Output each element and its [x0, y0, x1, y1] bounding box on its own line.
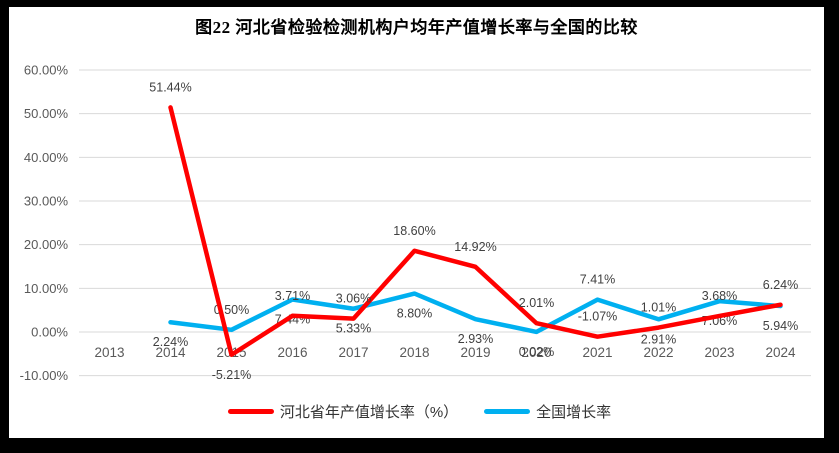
national-series-line-swatch — [484, 409, 531, 414]
hebei-series-label: 河北省年产值增长率（%） — [279, 404, 459, 421]
data-label: 7.41% — [580, 273, 615, 287]
y-axis-tick-label: 20.00% — [24, 237, 69, 252]
y-axis-tick-label: 30.00% — [24, 193, 69, 208]
x-axis-tick-label: 2024 — [765, 345, 796, 360]
x-axis-tick-label: 2021 — [582, 345, 612, 360]
data-label: -1.07% — [578, 310, 618, 324]
y-axis-tick-label: 60.00% — [24, 62, 69, 77]
x-axis-tick-label: 2023 — [704, 345, 734, 360]
data-label: 2.24% — [153, 335, 188, 349]
data-label: 3.71% — [275, 289, 310, 303]
x-axis-tick-label: 2018 — [399, 345, 429, 360]
series-line-hebei — [168, 105, 783, 358]
chart-title: 图22 河北省检验检测机构户均年产值增长率与全国的比较 — [195, 18, 638, 37]
data-label: 2.91% — [641, 332, 676, 346]
y-axis-tick-label: -10.00% — [20, 368, 69, 383]
x-axis-tick-label: 2022 — [643, 345, 673, 360]
x-axis-tick-label: 2017 — [338, 345, 368, 360]
data-label: 0.02% — [519, 345, 554, 359]
hebei-series-line-swatch — [227, 409, 274, 414]
y-axis-tick-label: 10.00% — [24, 281, 69, 296]
x-axis-tick-label: 2013 — [94, 345, 124, 360]
legend-item-hebei: 河北省年产值增长率（%） — [227, 401, 459, 422]
x-axis-tick-label: 2014 — [155, 345, 186, 360]
national-series-label: 全国增长率 — [536, 404, 612, 421]
y-axis-tick-label: 40.00% — [24, 150, 69, 165]
legend-item-national: 全国增长率 — [484, 401, 611, 422]
y-axis-tick-label: 0.00% — [31, 325, 68, 340]
x-axis-tick-label: 2016 — [277, 345, 307, 360]
data-label: 1.01% — [641, 301, 676, 315]
data-label: 5.33% — [336, 322, 371, 336]
chart-canvas — [9, 7, 824, 438]
data-label: 14.92% — [454, 240, 496, 254]
series-line-national — [168, 291, 783, 335]
legend: 河北省年产值增长率（%） 全国增长率 — [0, 401, 839, 422]
data-label: -5.21% — [212, 368, 252, 382]
data-label: 18.60% — [393, 224, 435, 238]
data-label: 3.68% — [702, 289, 737, 303]
x-axis-tick-label: 2020 — [521, 345, 551, 360]
data-label: 6.24% — [763, 278, 798, 292]
data-label: 8.80% — [397, 307, 432, 321]
x-axis-tick-label: 2019 — [460, 345, 490, 360]
data-label: 3.06% — [336, 292, 371, 306]
y-axis-tick-label: 50.00% — [24, 106, 69, 121]
data-label: 5.94% — [763, 319, 798, 333]
data-label: 2.01% — [519, 296, 554, 310]
data-label: 51.44% — [149, 80, 191, 94]
data-label: 2.93% — [458, 332, 493, 346]
